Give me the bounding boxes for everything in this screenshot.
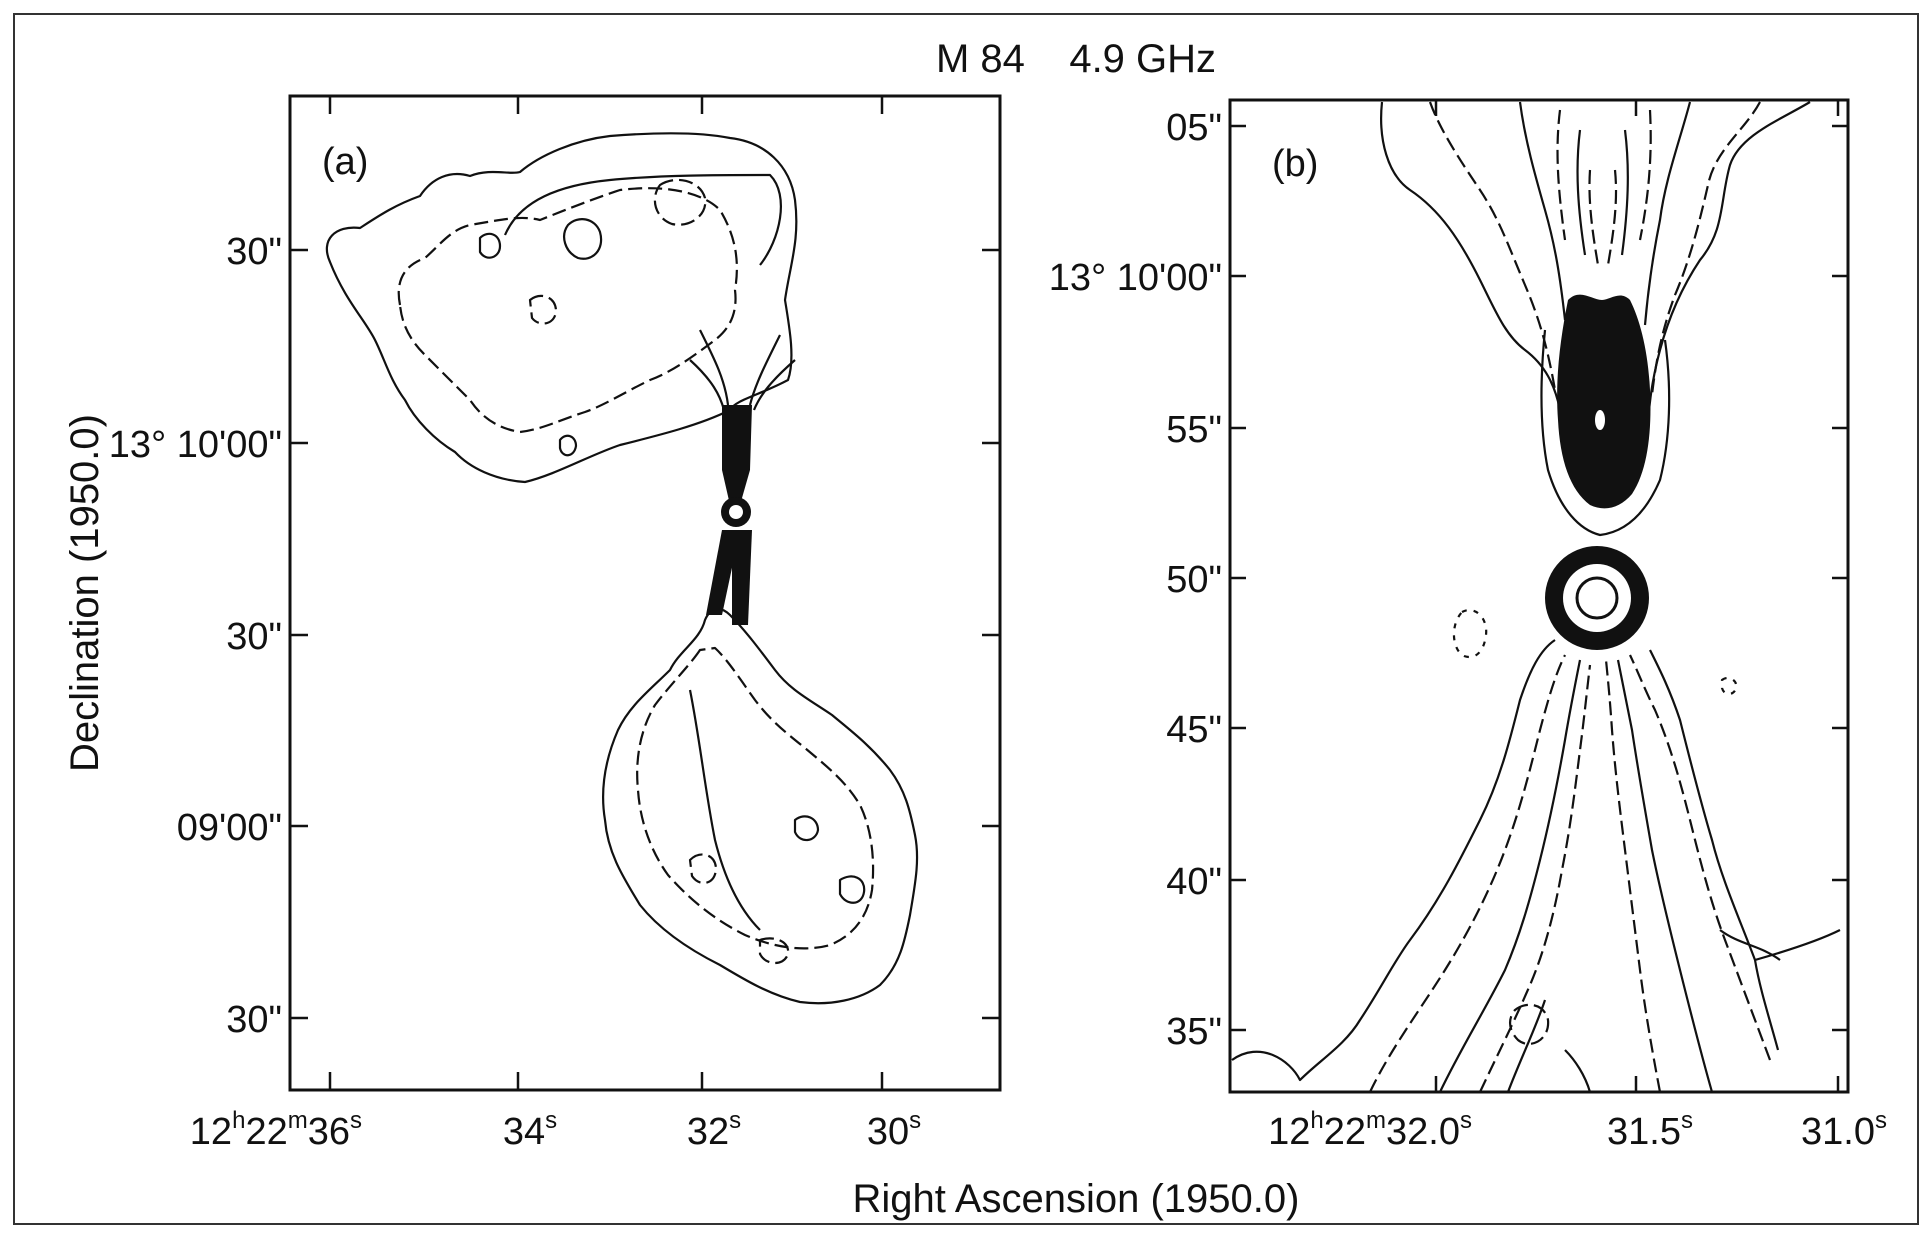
panel-a-ytick-label-1: 30" [226,231,282,273]
panel-b-label: (b) [1272,143,1318,185]
panel-a-core [729,505,743,519]
panel-b-south-c2-left [1369,654,1566,1093]
panel-a-north-hole-1 [563,218,603,260]
panel-a-south-ridge [688,689,761,931]
panel-b-north-c3-right [1643,101,1692,326]
panel-a-xtick-label-1: 12h22m36s [190,1107,362,1153]
panel-b-frame [1228,98,1850,1094]
y-axis-label: Declination (1950.0) [63,414,107,772]
panel-a-y-ticks [290,248,1000,1020]
panel-a: (a) 30" 13° 10'00" 30" [63,94,1002,1153]
panel-b-ytick-label-6: 40" [1166,861,1222,903]
panel-b-south-outer-left [1231,639,1556,1082]
panel-b-north-c4 [1556,109,1652,241]
panel-b-core-gap [1563,564,1631,632]
panel-b-ytick-label-7: 35" [1166,1011,1222,1053]
panel-b-ytick-label-5: 45" [1166,709,1222,751]
panel-a-ytick-label-3: 30" [226,616,282,658]
panel-b-south-c4-right [1604,659,1662,1093]
panel-b-contours [1231,101,1841,1093]
panel-a-north-jet [722,405,752,505]
panel-a-contours [325,132,919,1005]
panel-a-south-hole-4 [793,815,820,842]
panel-b-north-c5 [1576,129,1629,256]
panel-b-south-c5 [1506,999,1592,1093]
panel-a-ytick-label-5: 30" [226,999,282,1041]
panel-b-south-outer-right [1649,649,1841,1051]
panel-b-feature-left [1452,609,1488,659]
panel-b-ytick-label-1: 05" [1166,107,1222,149]
panel-b-xtick-label-2: 31.5s [1607,1107,1693,1153]
panel-b-feature-right [1720,676,1738,696]
panel-a-ytick-label-2: 13° 10'00" [109,424,282,466]
panel-b-north-c2-right [1650,101,1761,396]
panel-b-y-ticks [1230,124,1848,1032]
panel-a-ytick-label-4: 09'00" [177,807,282,849]
panel-b-north-outer-right [1646,101,1811,421]
panel-a-x-ticks [328,96,884,1090]
panel-b-north-c2-left [1428,101,1557,391]
panel-b-xtick-label-3: 31.0s [1801,1107,1887,1153]
panel-a-jet-fan [689,329,796,411]
panel-b-south-c2-right [1629,654,1772,1061]
panel-b-jet-blob [1557,294,1651,509]
panel-a-frame [288,94,1002,1092]
panel-b-north-c6 [1588,169,1618,266]
panel-a-south-lobe-inner [636,646,875,950]
panel-a-south-lobe-outer [602,607,919,1005]
panel-a-south-hole-1 [688,853,718,885]
panel-b-jet-envelope [1540,329,1671,537]
panel-b-ytick-label-3: 55" [1166,409,1222,451]
panel-b-xtick-label-1: 12h22m32.0s [1268,1107,1472,1153]
panel-b-north-outer-left [1380,101,1562,411]
panel-b: (b) 05" 13° 10' [1049,98,1887,1153]
panel-a-north-hole-2 [653,178,707,226]
panel-a-north-lobe-outer [325,132,798,484]
panel-b-ytick-label-4: 50" [1166,559,1222,601]
panel-b-south-blob [1509,1003,1550,1045]
panel-a-north-hole-3 [478,232,502,259]
figure-title: M 84 4.9 GHz [936,37,1216,81]
panel-b-x-ticks [1434,100,1840,1092]
panel-a-xtick-label-4: 30s [867,1107,921,1153]
panel-a-north-hole-4 [528,294,558,325]
panel-a-north-hole-5 [558,434,578,457]
panel-a-south-hole-2 [838,875,866,904]
panel-a-xtick-label-3: 32s [687,1107,741,1153]
panel-b-south-c4-left [1479,664,1592,1093]
panel-a-south-hole-3 [758,937,790,965]
panel-b-north-c3-left [1518,101,1567,321]
panel-b-south-c3-left [1439,659,1582,1093]
panel-a-south-jet-left [706,530,740,615]
x-axis-label: Right Ascension (1950.0) [853,1177,1300,1221]
panel-b-jet-knot [1595,410,1605,430]
panel-b-south-lobe-right [1719,929,1781,961]
panel-a-label: (a) [322,141,368,183]
figure-border [13,13,1919,1225]
panel-a-north-lobe-inner [397,187,738,434]
panel-b-core [1575,576,1619,620]
panel-b-ytick-label-2: 13° 10'00" [1049,257,1222,299]
panel-a-xtick-label-2: 34s [503,1107,557,1153]
panel-a-north-lobe-ridge [503,173,782,266]
panel-a-south-jet-right [732,530,752,625]
panel-b-south-c3-right [1616,659,1714,1093]
